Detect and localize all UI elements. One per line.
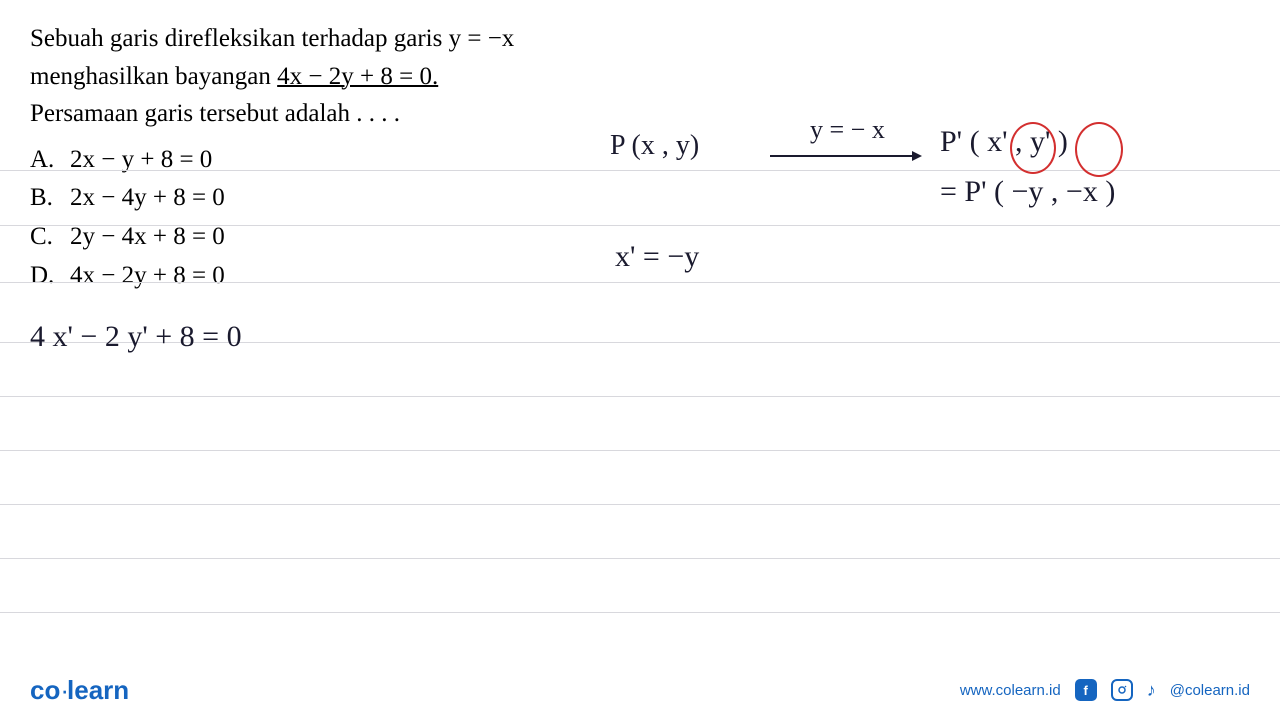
option-b: B. 2x − 4y + 8 = 0 <box>30 179 550 218</box>
option-text: 2x − 4y + 8 = 0 <box>70 179 225 218</box>
question-line2-underlined: 4x − 2y + 8 = 0. <box>277 63 438 90</box>
option-label: B. <box>30 179 58 218</box>
option-text: 2x − y + 8 = 0 <box>70 141 212 180</box>
question-line2-prefix: menghasilkan bayangan <box>30 63 277 90</box>
question-text: Sebuah garis direfleksikan terhadap gari… <box>30 20 550 133</box>
question-line1: Sebuah garis direfleksikan terhadap gari… <box>30 25 514 52</box>
brand-logo: co·learn <box>30 675 129 706</box>
handwriting-x-prime: x' = −y <box>615 240 699 274</box>
handwriting-p-prime-2: = P' ( −y , −x ) <box>940 175 1115 209</box>
instagram-icon[interactable] <box>1111 679 1133 701</box>
tiktok-icon[interactable]: ♪ <box>1147 680 1156 701</box>
red-circle-1 <box>1010 122 1056 174</box>
handwriting-equation: 4 x' − 2 y' + 8 = 0 <box>30 320 242 354</box>
option-label: C. <box>30 218 58 257</box>
footer-right: www.colearn.id f ♪ @colearn.id <box>960 679 1250 701</box>
footer: co·learn www.colearn.id f ♪ @colearn.id <box>0 660 1280 720</box>
handwriting-arrow <box>770 155 920 157</box>
option-label: D. <box>30 257 58 296</box>
question-line3: Persamaan garis tersebut adalah . . . . <box>30 100 400 127</box>
option-text: 4x − 2y + 8 = 0 <box>70 257 225 296</box>
option-c: C. 2y − 4x + 8 = 0 <box>30 218 550 257</box>
logo-part1: co <box>30 675 60 705</box>
handwriting-p-point: P (x , y) <box>610 130 699 162</box>
option-label: A. <box>30 141 58 180</box>
logo-dot: · <box>60 675 67 705</box>
red-circle-2 <box>1075 122 1123 177</box>
website-link[interactable]: www.colearn.id <box>960 682 1061 699</box>
facebook-icon[interactable]: f <box>1075 679 1097 701</box>
social-handle: @colearn.id <box>1170 682 1250 699</box>
option-text: 2y − 4x + 8 = 0 <box>70 218 225 257</box>
logo-part2: learn <box>67 675 129 705</box>
option-d: D. 4x − 2y + 8 = 0 <box>30 257 550 296</box>
handwriting-arrow-label: y = − x <box>810 115 885 145</box>
option-a: A. 2x − y + 8 = 0 <box>30 141 550 180</box>
options-list: A. 2x − y + 8 = 0 B. 2x − 4y + 8 = 0 C. … <box>30 141 550 296</box>
